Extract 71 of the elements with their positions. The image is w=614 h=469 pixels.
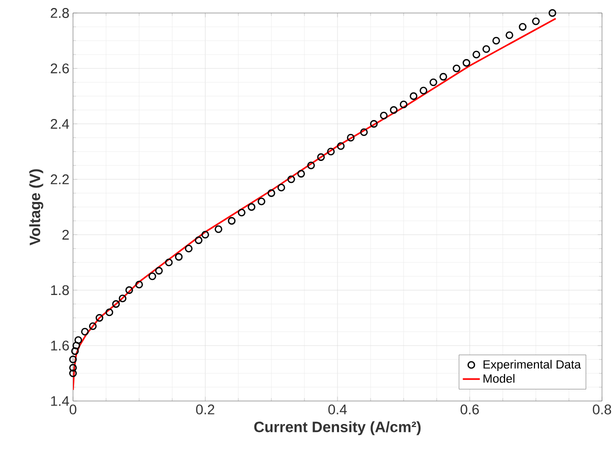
point (277, 184, 286, 192)
point (439, 72, 448, 81)
point (74, 336, 82, 344)
point (201, 230, 210, 239)
y-tick-label: 1.4 (51, 396, 70, 406)
point (462, 59, 470, 67)
point (380, 112, 388, 120)
point (89, 322, 97, 330)
point (532, 17, 540, 26)
y-tick-label: 2.2 (50, 174, 69, 184)
point (400, 100, 408, 108)
point (165, 258, 173, 266)
point (420, 86, 428, 94)
point (268, 189, 276, 197)
point (125, 286, 134, 294)
point (317, 153, 325, 161)
point (258, 198, 266, 206)
point (155, 266, 163, 275)
point (69, 369, 77, 378)
y-tick-label: 1.6 (51, 340, 69, 351)
point (228, 217, 236, 225)
point (506, 31, 514, 40)
point (548, 9, 556, 17)
x-tick-label: 0.4 (328, 404, 347, 414)
point (492, 36, 500, 45)
point (297, 170, 305, 178)
point (148, 272, 156, 280)
point (472, 50, 480, 58)
point (194, 236, 202, 244)
x-tick-label: 0 (70, 404, 76, 414)
point (336, 142, 345, 150)
y-tick-label: 2 (62, 230, 69, 240)
point (71, 347, 79, 355)
point (430, 78, 438, 86)
y-tick-label: 2.4 (50, 118, 70, 129)
point (106, 308, 114, 316)
y-tick-label: 2.8 (50, 8, 69, 18)
x-tick-label: 0.6 (460, 404, 479, 414)
point (360, 128, 368, 136)
point (184, 244, 193, 252)
point (238, 208, 246, 216)
point (118, 294, 126, 302)
point (135, 280, 143, 288)
y-tick-label: 2.6 (50, 63, 69, 74)
point (327, 148, 335, 156)
point (370, 120, 378, 128)
point (69, 356, 77, 364)
point (248, 203, 256, 211)
y-axis-title: Voltage (V) (29, 169, 44, 246)
point (307, 162, 315, 170)
x-tick-label: 0.8 (592, 404, 612, 414)
point (390, 106, 398, 114)
point (452, 64, 460, 72)
legend-label: Experimental Data (484, 360, 581, 372)
point (410, 92, 418, 100)
legend-label: Model (484, 374, 514, 383)
point (96, 314, 104, 322)
point (518, 23, 526, 31)
x-axis-title: Current Density (A/cm²) (254, 421, 421, 436)
point (214, 225, 222, 234)
point (69, 364, 77, 372)
point (112, 300, 120, 308)
point (81, 328, 89, 336)
point (346, 134, 355, 142)
x-tick-label: 0.2 (196, 404, 214, 414)
point (174, 253, 183, 261)
point (72, 342, 80, 350)
y-tick-label: 1.8 (51, 285, 69, 296)
point (482, 45, 490, 53)
point (287, 175, 296, 184)
line-series (73, 18, 557, 391)
